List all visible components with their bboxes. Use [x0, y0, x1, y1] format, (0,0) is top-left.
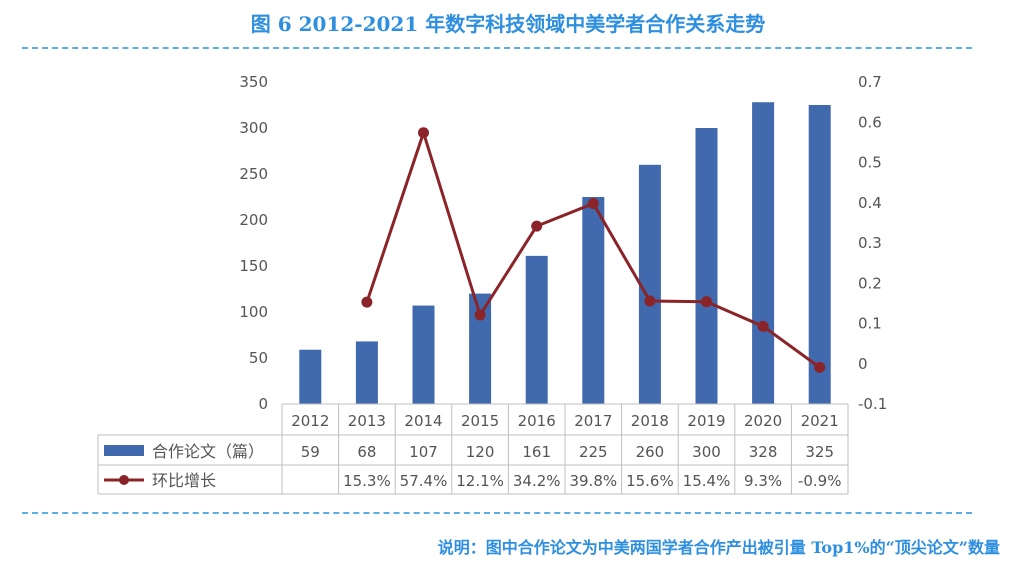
y-left-tick-label: 250: [239, 165, 268, 183]
y-left-tick-label: 300: [239, 119, 268, 137]
y-right-tick-label: 0.3: [858, 234, 882, 252]
bottom-divider: [22, 512, 972, 514]
table-cell-growth: 39.8%: [569, 472, 617, 490]
table-cell-papers: 328: [749, 443, 778, 461]
y-left-tick-label: 200: [239, 211, 268, 229]
table-cell-papers: 120: [466, 443, 495, 461]
table-cell-growth: 12.1%: [456, 472, 504, 490]
table-cell-papers: 260: [636, 443, 665, 461]
y-right-tick-label: -0.1: [858, 395, 887, 413]
y-left-tick-label: 0: [258, 395, 268, 413]
table-cell-papers: 161: [522, 443, 551, 461]
table-cell-papers: 107: [409, 443, 438, 461]
x-tick-label: 2012: [291, 412, 329, 430]
y-right-tick-label: 0.6: [858, 113, 882, 131]
bar-2015: [469, 293, 492, 404]
chart-title: 图 6 2012-2021 年数字科技领域中美学者合作关系走势: [250, 12, 766, 36]
x-tick-label: 2018: [631, 412, 669, 430]
growth-point-2018: [644, 295, 656, 307]
table-cell-growth: 15.6%: [626, 472, 674, 490]
y-left-tick-label: 100: [239, 303, 268, 321]
bar-2013: [355, 341, 378, 404]
table-cell-papers: 225: [579, 443, 608, 461]
x-tick-label: 2021: [801, 412, 839, 430]
bar-2018: [638, 164, 661, 404]
growth-point-2020: [757, 320, 769, 332]
bar-2012: [299, 349, 322, 404]
table-cell-papers: 325: [805, 443, 834, 461]
legend-label-bar: 合作论文（篇）: [152, 442, 264, 461]
y-left-tick-label: 50: [249, 349, 268, 367]
x-tick-label: 2019: [687, 412, 725, 430]
y-right-tick-label: 0.7: [858, 73, 882, 91]
y-right-tick-label: 0.5: [858, 154, 882, 172]
y-left-tick-label: 350: [239, 73, 268, 91]
y-left-tick-label: 150: [239, 257, 268, 275]
bar-2014: [412, 305, 435, 404]
bar-2020: [752, 102, 775, 405]
legend-key-bar: [104, 445, 144, 456]
x-tick-label: 2016: [518, 412, 556, 430]
bar-2016: [525, 255, 548, 404]
x-tick-label: 2020: [744, 412, 782, 430]
table-cell-growth: -0.9%: [798, 472, 842, 490]
growth-point-2013: [361, 296, 373, 308]
x-tick-label: 2017: [574, 412, 612, 430]
table-cell-papers: 59: [301, 443, 320, 461]
table-cell-growth: 57.4%: [400, 472, 448, 490]
table-cell-growth: 15.4%: [683, 472, 731, 490]
growth-point-2014: [418, 127, 429, 139]
growth-point-2015: [474, 309, 486, 321]
legend-label-line: 环比增长: [152, 471, 216, 490]
x-tick-label: 2015: [461, 412, 499, 430]
y-right-tick-label: 0.1: [858, 315, 882, 333]
y-right-tick-label: 0.2: [858, 274, 882, 292]
growth-point-2019: [701, 296, 712, 308]
bar-2017: [582, 197, 605, 404]
y-right-tick-label: 0.4: [858, 194, 882, 212]
footnote: 说明：图中合作论文为中美两国学者合作产出被引量 Top1%的“顶尖论文”数量: [437, 538, 1000, 557]
top-divider: [22, 47, 972, 49]
x-tick-label: 2013: [348, 412, 386, 430]
table-cell-papers: 68: [357, 443, 376, 461]
growth-point-2021: [814, 361, 826, 373]
bar-2021: [808, 105, 831, 404]
x-tick-label: 2014: [404, 412, 442, 430]
legend-key-marker: [119, 475, 129, 485]
growth-point-2016: [531, 220, 543, 232]
y-right-tick-label: 0: [858, 355, 868, 373]
growth-point-2017: [587, 198, 599, 210]
table-cell-papers: 300: [692, 443, 721, 461]
table-cell-growth: 34.2%: [513, 472, 561, 490]
table-cell-growth: 9.3%: [744, 472, 782, 490]
table-cell-growth: 15.3%: [343, 472, 391, 490]
bar-2019: [695, 128, 718, 404]
